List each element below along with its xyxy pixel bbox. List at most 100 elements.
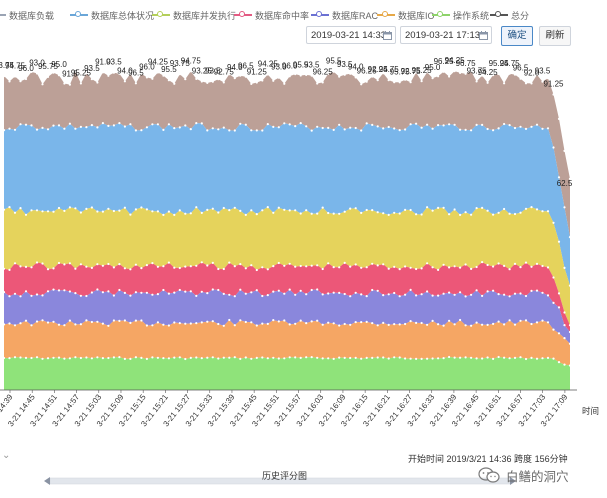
data-point <box>145 208 148 211</box>
data-point <box>145 126 148 129</box>
data-point <box>321 267 324 271</box>
data-point <box>492 265 495 268</box>
data-point <box>568 342 572 345</box>
data-point <box>162 323 165 326</box>
total-score-label: 96.25 <box>434 57 455 66</box>
data-point <box>123 319 126 322</box>
data-point <box>101 291 104 294</box>
data-point <box>464 128 467 131</box>
legend-marker-icon <box>377 10 395 20</box>
data-point <box>41 126 44 129</box>
legend-item[interactable]: 数据库IO <box>377 8 435 22</box>
data-point <box>513 262 517 265</box>
data-point <box>195 264 198 267</box>
data-point <box>437 323 440 326</box>
data-point <box>244 213 247 216</box>
data-point <box>552 357 555 360</box>
legend-item[interactable]: 数据库RAC <box>311 8 378 22</box>
data-point <box>288 75 291 78</box>
data-point <box>134 263 137 266</box>
data-point <box>475 357 478 360</box>
total-score-label: 94.75 <box>181 56 202 65</box>
data-point <box>222 324 225 327</box>
data-point <box>376 324 379 327</box>
data-point <box>568 177 572 180</box>
data-point <box>74 356 77 359</box>
data-point <box>250 291 253 294</box>
data-point <box>283 82 286 85</box>
data-point <box>8 80 11 83</box>
data-point <box>101 322 104 325</box>
data-point <box>96 210 99 213</box>
data-point <box>239 357 242 360</box>
data-point <box>530 322 533 326</box>
data-point <box>283 208 286 211</box>
data-point <box>513 356 517 359</box>
data-point <box>261 322 264 325</box>
chevron-down-icon[interactable]: ⌄ <box>2 450 11 461</box>
data-point <box>387 267 390 270</box>
legend-item[interactable]: 数据库命中率 <box>234 8 309 22</box>
data-point <box>371 209 374 212</box>
data-point <box>393 323 396 326</box>
data-point <box>332 70 335 73</box>
data-point <box>387 125 390 129</box>
data-point <box>546 356 550 359</box>
data-point <box>63 82 66 85</box>
legend-item[interactable]: 数据库并发执行 <box>152 8 236 22</box>
legend-item[interactable]: 总分 <box>490 8 529 22</box>
data-point <box>35 128 39 131</box>
data-point <box>2 129 6 132</box>
data-point <box>420 357 423 360</box>
data-point <box>310 212 313 215</box>
data-point <box>107 324 110 327</box>
data-point <box>2 323 6 326</box>
data-point <box>409 81 412 84</box>
legend-item[interactable]: 数据库总体状况 <box>70 8 154 22</box>
data-point <box>13 262 17 265</box>
data-point <box>101 264 104 267</box>
data-point <box>382 72 385 75</box>
data-point <box>503 264 506 267</box>
data-point <box>497 320 500 323</box>
data-point <box>426 357 429 360</box>
datazoom-slider[interactable] <box>40 470 520 486</box>
refresh-button[interactable]: 刷新 <box>539 26 571 46</box>
data-point <box>524 82 528 85</box>
data-point <box>437 124 440 127</box>
data-point <box>13 356 17 359</box>
data-point <box>178 126 181 129</box>
data-point <box>195 322 198 325</box>
data-point <box>305 209 308 212</box>
data-point <box>305 265 308 268</box>
start-time-input[interactable]: 2019-03-21 14:33 <box>306 26 396 44</box>
data-point <box>563 324 566 327</box>
data-point <box>57 323 61 326</box>
end-time-input[interactable]: 2019-03-21 17:13 <box>400 26 492 44</box>
data-point <box>453 356 456 359</box>
data-point <box>288 209 291 212</box>
data-point <box>497 127 500 130</box>
data-point <box>68 122 71 125</box>
calendar-icon[interactable] <box>479 31 488 40</box>
data-point <box>96 263 99 266</box>
data-point <box>112 209 115 213</box>
data-point <box>19 265 22 268</box>
total-score-label: 93.5 <box>106 58 122 67</box>
data-point <box>2 356 6 360</box>
data-point <box>19 322 22 325</box>
legend-label: 数据库命中率 <box>255 10 310 21</box>
data-point <box>200 80 203 83</box>
data-point <box>184 322 187 325</box>
data-point <box>360 83 363 86</box>
data-point <box>35 356 39 359</box>
legend-item[interactable]: 操作系统 <box>432 8 489 22</box>
total-score-label: 93.75 <box>170 59 191 68</box>
calendar-icon[interactable] <box>383 31 392 40</box>
data-point <box>492 322 495 325</box>
data-point <box>8 322 11 325</box>
data-point <box>250 209 253 212</box>
confirm-button[interactable]: 确定 <box>501 26 533 46</box>
data-point <box>90 320 93 324</box>
legend-item[interactable]: 数据库负载 <box>0 8 54 22</box>
